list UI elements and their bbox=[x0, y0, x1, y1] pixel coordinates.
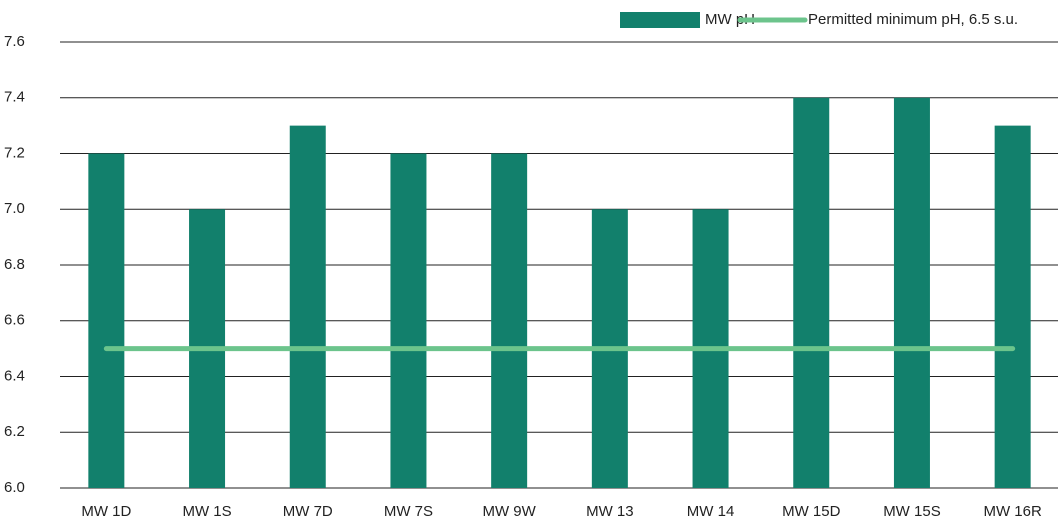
x-tick-label: MW 15S bbox=[883, 503, 941, 520]
x-tick-label: MW 7D bbox=[283, 503, 333, 520]
legend-label: MW pH bbox=[705, 11, 755, 28]
legend-label: Permitted minimum pH, 6.5 s.u. bbox=[808, 11, 1018, 28]
x-tick-label: MW 1D bbox=[81, 503, 131, 520]
y-tick-label: 7.0 bbox=[4, 200, 25, 217]
bar bbox=[390, 153, 427, 488]
bar bbox=[491, 153, 528, 488]
legend-swatch bbox=[620, 12, 700, 28]
y-tick-label: 6.8 bbox=[4, 256, 25, 273]
y-tick-label: 7.2 bbox=[4, 144, 25, 161]
bar bbox=[893, 97, 930, 488]
x-tick-label: MW 7S bbox=[384, 503, 433, 520]
y-tick-label: 6.2 bbox=[4, 423, 25, 440]
y-tick-label: 7.4 bbox=[4, 89, 25, 106]
y-tick-label: 6.6 bbox=[4, 312, 25, 329]
bar bbox=[289, 125, 326, 488]
y-tick-label: 6.4 bbox=[4, 367, 25, 384]
y-tick-label: 6.0 bbox=[4, 479, 25, 496]
x-tick-label: MW 1S bbox=[182, 503, 231, 520]
bar bbox=[793, 97, 830, 488]
x-tick-label: MW 15D bbox=[782, 503, 841, 520]
x-tick-label: MW 16R bbox=[983, 503, 1042, 520]
bar bbox=[994, 125, 1031, 488]
bar bbox=[88, 153, 125, 488]
x-tick-label: MW 9W bbox=[482, 503, 536, 520]
x-tick-label: MW 13 bbox=[586, 503, 634, 520]
x-tick-label: MW 14 bbox=[687, 503, 735, 520]
y-tick-label: 7.6 bbox=[4, 33, 25, 50]
